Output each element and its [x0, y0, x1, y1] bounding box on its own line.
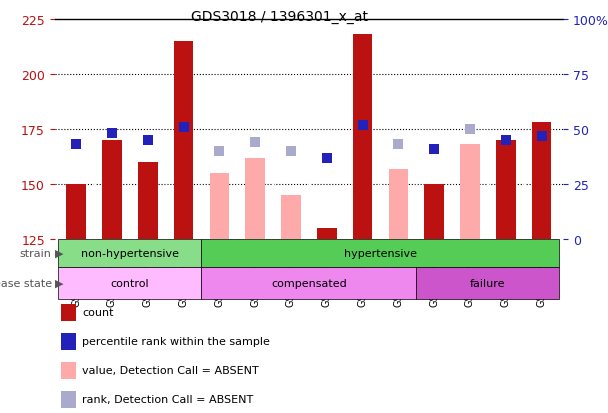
Point: [393, 142, 403, 148]
Point: [465, 126, 475, 133]
Bar: [353, 36, 372, 240]
Point: [429, 146, 439, 153]
Text: value, Detection Call = ABSENT: value, Detection Call = ABSENT: [82, 366, 259, 375]
Point: [250, 140, 260, 146]
Bar: [424, 185, 444, 240]
Bar: [281, 195, 301, 240]
Bar: [389, 169, 408, 240]
Point: [537, 133, 547, 140]
Bar: [201, 240, 559, 267]
Text: ▶: ▶: [55, 278, 63, 288]
Bar: [210, 173, 229, 240]
Text: ▶: ▶: [55, 248, 63, 259]
Point: [179, 124, 188, 131]
Bar: [496, 141, 516, 240]
Text: rank, Detection Call = ABSENT: rank, Detection Call = ABSENT: [82, 394, 254, 404]
Point: [286, 148, 296, 155]
Point: [107, 131, 117, 138]
Point: [71, 142, 81, 148]
Point: [501, 138, 511, 144]
Text: count: count: [82, 308, 114, 318]
Bar: [416, 267, 559, 299]
Bar: [174, 42, 193, 240]
Text: GDS3018 / 1396301_x_at: GDS3018 / 1396301_x_at: [191, 10, 368, 24]
Bar: [317, 228, 337, 240]
Bar: [58, 240, 559, 294]
Text: failure: failure: [470, 278, 506, 288]
Bar: [58, 240, 201, 267]
Bar: [66, 185, 86, 240]
Bar: [102, 141, 122, 240]
Bar: [58, 267, 201, 299]
Text: control: control: [111, 278, 149, 288]
Text: hypertensive: hypertensive: [344, 248, 417, 259]
Text: non-hypertensive: non-hypertensive: [81, 248, 179, 259]
Bar: [138, 163, 157, 240]
Bar: [531, 123, 551, 240]
Text: percentile rank within the sample: percentile rank within the sample: [82, 337, 270, 347]
Point: [358, 122, 367, 128]
Bar: [245, 158, 265, 240]
Point: [322, 155, 331, 161]
Text: compensated: compensated: [271, 278, 347, 288]
Point: [215, 148, 224, 155]
Point: [143, 138, 153, 144]
Text: strain: strain: [20, 248, 52, 259]
Bar: [460, 145, 480, 240]
Bar: [201, 267, 416, 299]
Text: disease state: disease state: [0, 278, 52, 288]
